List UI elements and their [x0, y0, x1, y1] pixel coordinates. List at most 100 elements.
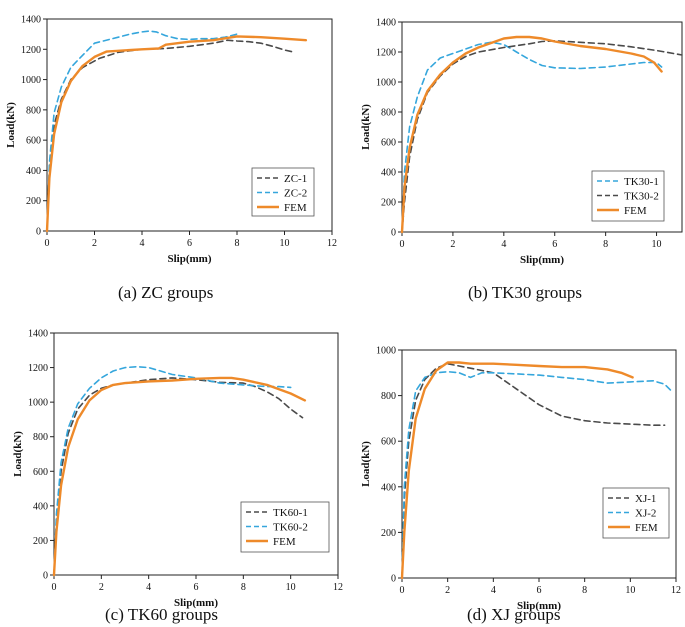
zc-x-tick-label: 0	[45, 238, 50, 249]
zc-x-tick-label: 12	[327, 238, 337, 249]
chart-panel-zc: 0 2 4 6 8 10 12 0 200 400 600 800 1000 1200 1400 Slip(m…	[0, 0, 342, 312]
zc-x-tick-label: 8	[235, 238, 240, 249]
tk30-x-tick-label: 4	[501, 239, 506, 250]
chart-tk30-svg: 0 2 4 6 8 10 0 200 400 600 800 1000 1200 1400 Slip(mm)…	[360, 18, 683, 266]
xj-series-fem-line	[400, 361, 634, 580]
zc-series-zc-1-line	[46, 39, 293, 232]
chart-caption-zc: (a) ZC groups	[118, 283, 214, 302]
chart-caption-xj: (d) XJ groups	[467, 605, 561, 624]
xj-x-tick-label: 10	[625, 585, 635, 596]
zc-x-tick-label: 4	[140, 238, 145, 249]
tk60-y-tick-label: 1000	[28, 398, 48, 409]
zc-y-tick-label: 600	[26, 136, 41, 147]
tk30-legend-label: TK30-2	[624, 191, 659, 203]
xj-x-tick-label: 0	[400, 585, 405, 596]
tk60-y-tick-label: 600	[33, 467, 48, 478]
xj-legend-label: XJ-2	[635, 508, 656, 520]
tk60-y-tick-label: 800	[33, 432, 48, 443]
zc-y-tick-label: 1400	[21, 15, 41, 26]
tk60-legend-label: TK60-1	[273, 507, 308, 519]
tk60-legend-label: FEM	[273, 536, 296, 548]
xj-y-tick-label: 600	[381, 437, 396, 448]
xj-y-tick-label: 400	[381, 482, 396, 493]
tk30-series-tk30-1-line	[401, 41, 663, 233]
tk30-x-tick-label: 6	[552, 239, 557, 250]
chart-panel-tk60: 0 2 4 6 8 10 12 0 200 400 600 800 1000 1200 1400 Slip(m…	[0, 318, 343, 627]
chart-tk60-svg: 0 2 4 6 8 10 12 0 200 400 600 800 1000 1200 1400 Slip(m…	[12, 329, 343, 610]
zc-y-tick-label: 1200	[21, 45, 41, 56]
zc-series-zc-2-line	[46, 30, 238, 232]
tk60-x-axis-title: Slip(mm)	[174, 597, 218, 609]
xj-plot-frame	[401, 349, 677, 579]
xj-series-xj-2-line	[401, 370, 673, 579]
tk60-series-tk60-1-line	[53, 377, 304, 576]
zc-legend-label: ZC-1	[284, 173, 307, 185]
tk60-x-tick-label: 8	[241, 582, 246, 593]
tk60-y-tick-label: 1200	[28, 363, 48, 374]
tk30-series-tk30-2-line	[401, 39, 683, 233]
tk30-y-tick-label: 0	[391, 228, 396, 239]
xj-legend-label: XJ-1	[635, 493, 656, 505]
zc-legend-label: FEM	[284, 202, 307, 214]
chart-zc-svg: 0 2 4 6 8 10 12 0 200 400 600 800 1000 1200 1400 Slip(m…	[5, 15, 337, 266]
tk30-y-tick-label: 1200	[376, 48, 396, 59]
zc-y-tick-label: 400	[26, 166, 41, 177]
tk60-y-tick-label: 200	[33, 536, 48, 547]
tk30-legend-label: TK30-1	[624, 176, 659, 188]
tk30-plot-frame	[401, 21, 683, 233]
xj-x-tick-label: 6	[537, 585, 542, 596]
xj-x-tick-label: 12	[671, 585, 681, 596]
chart-xj-svg: 0 2 4 6 8 10 12 0 200 400 600 800 1000 Slip(mm) Load(k…	[360, 346, 681, 613]
zc-legend-label: ZC-2	[284, 188, 307, 200]
xj-y-tick-label: 200	[381, 528, 396, 539]
tk30-x-axis-title: Slip(mm)	[520, 254, 564, 266]
chart-caption-tk30: (b) TK30 groups	[468, 283, 582, 302]
tk60-series-fem-line	[52, 376, 307, 577]
tk30-legend-label: FEM	[624, 205, 647, 217]
zc-y-tick-label: 1000	[21, 75, 41, 86]
tk60-y-tick-label: 400	[33, 501, 48, 512]
zc-y-axis-title: Load(kN)	[5, 102, 17, 148]
chart-panel-tk30: 0 2 4 6 8 10 0 200 400 600 800 1000 1200 1400 Slip(mm)…	[342, 0, 685, 312]
tk30-x-tick-label: 10	[652, 239, 662, 250]
zc-series-fem-line	[45, 35, 308, 233]
tk60-x-tick-label: 10	[286, 582, 296, 593]
tk60-y-axis-title: Load(kN)	[12, 431, 24, 477]
tk30-series-fem-line	[400, 35, 663, 234]
xj-legend-box	[602, 487, 670, 539]
xj-x-tick-label: 8	[582, 585, 587, 596]
xj-y-tick-label: 0	[391, 574, 396, 585]
xj-x-tick-label: 2	[445, 585, 450, 596]
tk60-legend-label: TK60-2	[273, 522, 308, 534]
chart-caption-tk60: (c) TK60 groups	[105, 605, 218, 624]
zc-y-tick-label: 0	[36, 227, 41, 238]
chart-panel-xj: 0 2 4 6 8 10 12 0 200 400 600 800 1000 Slip(mm) Load(k…	[342, 318, 685, 627]
tk30-y-axis-title: Load(kN)	[360, 104, 372, 150]
zc-x-tick-label: 2	[92, 238, 97, 249]
zc-x-axis-title: Slip(mm)	[168, 253, 212, 265]
tk30-y-tick-label: 600	[381, 138, 396, 149]
zc-y-tick-label: 200	[26, 196, 41, 207]
tk30-x-tick-label: 2	[450, 239, 455, 250]
tk30-y-tick-label: 1400	[376, 18, 396, 29]
xj-x-axis-title: Slip(mm)	[517, 600, 561, 612]
tk30-y-tick-label: 200	[381, 198, 396, 209]
zc-x-tick-label: 6	[187, 238, 192, 249]
xj-y-tick-label: 1000	[376, 346, 396, 357]
tk60-y-tick-label: 1400	[28, 329, 48, 340]
tk60-x-tick-label: 2	[99, 582, 104, 593]
xj-legend-label: FEM	[635, 522, 658, 534]
tk30-x-tick-label: 8	[603, 239, 608, 250]
xj-series-xj-1-line	[401, 362, 666, 579]
zc-x-tick-label: 10	[280, 238, 290, 249]
tk30-x-tick-label: 0	[400, 239, 405, 250]
tk30-y-tick-label: 800	[381, 108, 396, 119]
tk60-series-tk60-2-line	[53, 365, 292, 576]
tk60-x-tick-label: 0	[52, 582, 57, 593]
tk60-x-tick-label: 12	[333, 582, 343, 593]
tk60-y-tick-label: 0	[43, 571, 48, 582]
xj-y-tick-label: 800	[381, 391, 396, 402]
tk60-x-tick-label: 4	[146, 582, 151, 593]
tk30-y-tick-label: 400	[381, 168, 396, 179]
tk60-x-tick-label: 6	[194, 582, 199, 593]
